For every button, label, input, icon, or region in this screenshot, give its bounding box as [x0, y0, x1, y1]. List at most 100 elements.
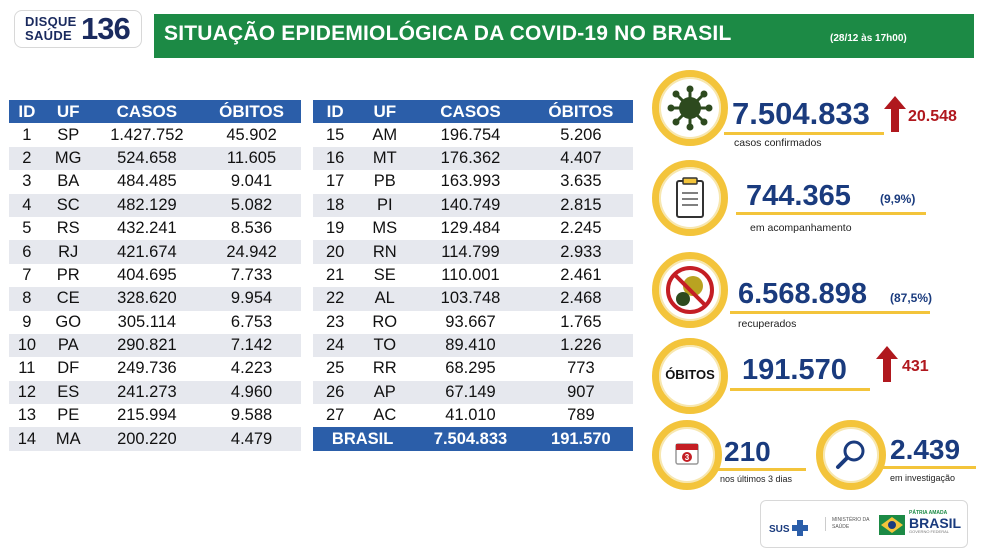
monitoring-pct: (9,9%)	[880, 192, 916, 206]
table-cell-id: 24	[313, 333, 358, 358]
table-cell-id: 7	[22, 265, 32, 284]
table-cell-id: 9	[22, 312, 32, 331]
table-cell-casos: 176.362	[412, 146, 529, 171]
table-cell-id: 19	[325, 219, 345, 238]
table-cell-casos: 103.748	[412, 287, 529, 311]
deaths-underline	[730, 388, 870, 391]
table-cell-uf: PR	[56, 265, 80, 284]
monitoring-value: 744.365	[746, 180, 851, 212]
table-cell-casos: 524.658	[91, 146, 203, 171]
table-cell-id: 18	[313, 193, 358, 217]
table-cell-casos: 196.754	[440, 125, 501, 144]
patria-text: PÁTRIA AMADA	[909, 510, 948, 516]
table-cell-casos: 67.149	[412, 380, 529, 405]
table-cell-uf: AC	[373, 406, 397, 425]
table-cell-obitos: 9.041	[230, 172, 273, 191]
table-cell-uf: PI	[357, 193, 413, 217]
table-cell-obitos: 5.082	[202, 193, 301, 217]
table-cell-id: 25	[325, 359, 345, 378]
table-cell-casos: 200.220	[91, 427, 203, 451]
table-cell-obitos: 8.536	[230, 219, 273, 238]
table-cell-obitos: 2.245	[560, 219, 602, 238]
table-row: 17 PB 163.993 3.635	[313, 170, 633, 193]
table-cell-id: 1	[22, 125, 32, 144]
table-cell-obitos: 11.605	[202, 146, 301, 171]
table-cell-uf: TO	[357, 333, 413, 358]
table-cell-id: 5	[22, 219, 32, 238]
table-row: 20 RN 114.799 2.933	[313, 240, 633, 264]
table-cell-uf: AM	[372, 125, 398, 144]
table-row: 11 DF 249.736 4.223	[9, 357, 301, 380]
table-cell-casos: 484.485	[117, 172, 177, 191]
table-cell-casos: 41.010	[445, 406, 496, 425]
table-cell-casos: 68.295	[445, 359, 496, 378]
table-cell-uf: AL	[357, 287, 413, 311]
table-cell-id: 16	[313, 146, 358, 171]
table-row: 27 AC 41.010 789	[313, 404, 633, 427]
table-row: 22 AL 103.748 2.468	[313, 287, 633, 311]
column-header-uf: UF	[357, 100, 413, 124]
no-virus-icon	[666, 266, 714, 314]
table-row: 12 ES 241.273 4.960	[9, 380, 301, 405]
table-row: 26 AP 67.149 907	[313, 380, 633, 405]
confirmed-underline	[724, 132, 884, 135]
table-row: 5 RS 432.241 8.536	[9, 217, 301, 240]
recovered-value: 6.568.898	[738, 278, 868, 310]
table-cell-obitos: 773	[567, 359, 595, 378]
recovered-label: recuperados	[738, 318, 797, 330]
table-cell-id: 8	[9, 287, 45, 311]
brasil-text: BRASIL	[909, 515, 962, 531]
table-cell-casos: 482.129	[91, 193, 203, 217]
table-cell-obitos: 5.206	[560, 125, 602, 144]
last3-icon-circle: 3	[652, 420, 722, 490]
table-row: 1 SP 1.427.752 45.902	[9, 123, 301, 146]
total-cases: 7.504.833	[412, 427, 529, 451]
table-cell-obitos: 9.588	[230, 406, 273, 425]
table-header-row: ID UF CASOS ÓBITOS	[313, 100, 633, 124]
confirmed-label: casos confirmados	[734, 137, 822, 149]
monitoring-icon-circle	[652, 160, 728, 236]
magnifier-icon	[836, 440, 865, 469]
table-cell-obitos: 9.954	[202, 287, 301, 311]
states-table-right: ID UF CASOS ÓBITOS 15 AM 196.754 5.206 16 MT 176.…	[313, 100, 633, 451]
recovered-pct: (87,5%)	[890, 291, 933, 305]
plus-icon	[792, 520, 809, 536]
last3-value: 210	[724, 436, 771, 467]
table-row: 15 AM 196.754 5.206	[313, 123, 633, 146]
table-cell-id: 3	[22, 172, 32, 191]
table-cell-casos: 249.736	[117, 359, 177, 378]
disque-saude-logo: DISQUE SAÚDE 136	[14, 10, 142, 48]
logo-line-1: DISQUE	[25, 14, 77, 29]
table-cell-casos: 89.410	[412, 333, 529, 358]
table-cell-casos: 432.241	[117, 219, 177, 238]
confirmed-delta: 20.548	[908, 108, 957, 125]
up-arrow-icon	[876, 346, 898, 382]
table-cell-uf: CE	[44, 287, 92, 311]
table-cell-id: 13	[17, 406, 37, 425]
table-cell-uf: PB	[373, 172, 396, 191]
column-header-id: ID	[9, 100, 45, 124]
table-row: 14 MA 200.220 4.479	[9, 427, 301, 451]
table-cell-obitos: 6.753	[230, 312, 273, 331]
table-cell-casos: 241.273	[91, 380, 203, 405]
table-cell-obitos: 45.902	[226, 125, 277, 144]
table-cell-casos: 421.674	[91, 240, 203, 264]
total-row: BRASIL 7.504.833 191.570	[313, 427, 633, 451]
patria-logo: PÁTRIA AMADA BRASIL GOVERNO FEDERAL	[909, 511, 961, 534]
table-cell-id: 15	[325, 125, 345, 144]
total-deaths: 191.570	[528, 427, 633, 451]
last3-label: nos últimos 3 dias	[720, 474, 793, 484]
table-row: 7 PR 404.695 7.733	[9, 264, 301, 287]
table-cell-uf: RO	[372, 312, 398, 331]
monitoring-underline	[736, 212, 926, 215]
deaths-delta: 431	[902, 358, 929, 375]
table-cell-casos: 215.994	[117, 406, 177, 425]
calendar-icon: 3	[675, 443, 699, 465]
calendar-number: 3	[685, 453, 690, 462]
table-cell-uf: RS	[56, 219, 80, 238]
report-date: (28/12 às 17h00)	[830, 33, 907, 44]
table-cell-casos: 114.799	[412, 240, 529, 264]
table-cell-uf: RR	[372, 359, 397, 378]
table-cell-id: 20	[313, 240, 358, 264]
table-cell-id: 27	[325, 406, 345, 425]
